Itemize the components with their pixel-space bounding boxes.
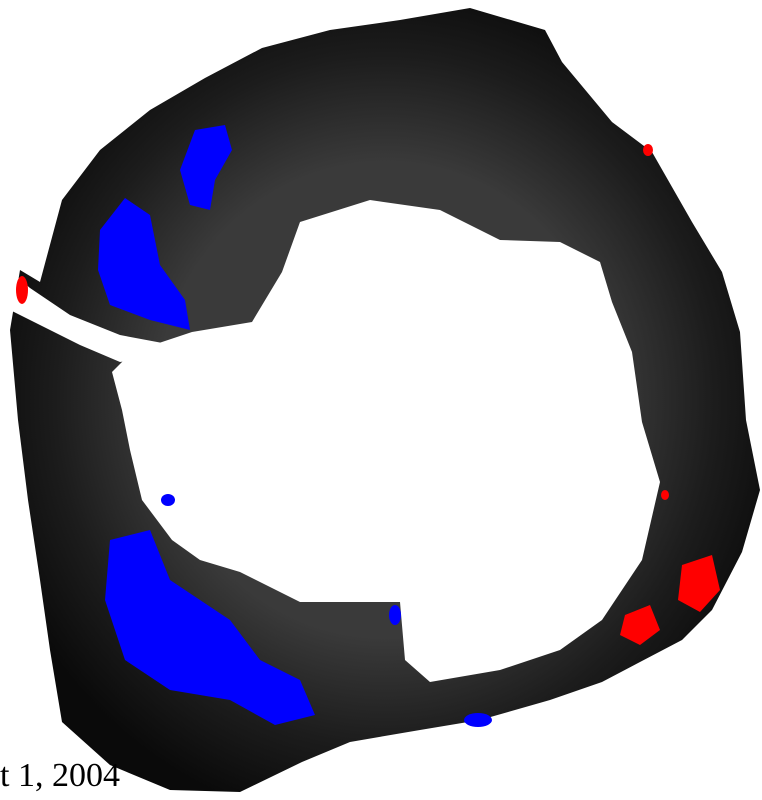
date-caption: t 1, 2004 [0, 757, 120, 794]
sea-ice-map: t 1, 2004 [0, 0, 762, 800]
page: t 1, 2004 (() => { const data = JSON.par… [0, 0, 762, 800]
